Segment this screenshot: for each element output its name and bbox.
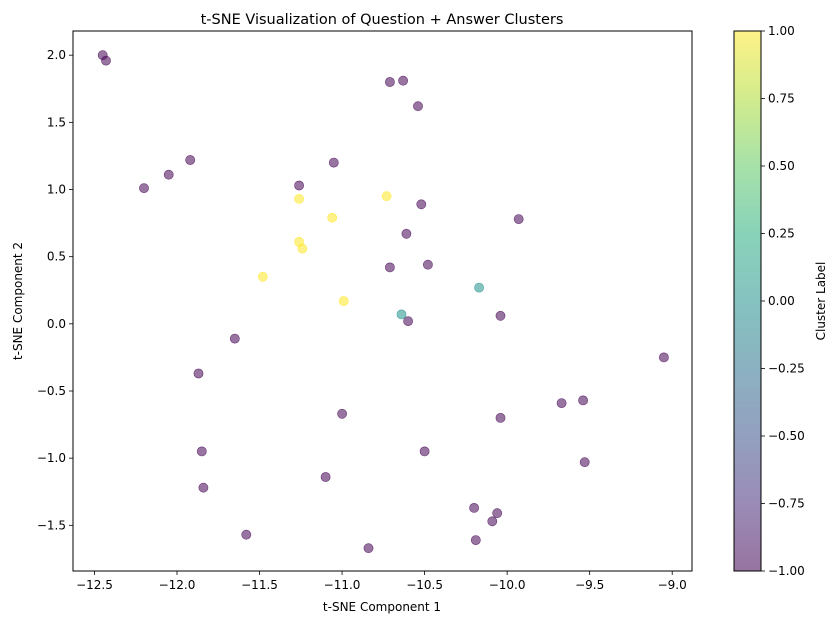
data-point-27 bbox=[492, 508, 503, 519]
data-point-26 bbox=[487, 516, 498, 527]
y-tick-label: −0.5 bbox=[37, 384, 66, 398]
y-tick-label: −1.5 bbox=[37, 518, 66, 532]
data-point-2 bbox=[139, 183, 149, 194]
data-point-35 bbox=[396, 309, 407, 320]
y-tick-label: 2.0 bbox=[47, 48, 66, 62]
data-point-22 bbox=[419, 446, 430, 457]
data-point-7 bbox=[198, 482, 209, 493]
plot-area-frame bbox=[72, 30, 693, 572]
data-point-6 bbox=[196, 446, 207, 457]
data-point-21 bbox=[416, 199, 427, 210]
data-point-33 bbox=[579, 457, 590, 468]
y-tick-label: 0.0 bbox=[47, 317, 66, 331]
data-point-17 bbox=[384, 262, 395, 273]
data-point-14 bbox=[363, 543, 374, 554]
data-point-25 bbox=[470, 535, 481, 545]
data-point-30 bbox=[513, 214, 524, 224]
colorbar-label: Cluster Label bbox=[814, 262, 828, 341]
data-point-15 bbox=[384, 77, 395, 87]
x-tick-label: −10.5 bbox=[406, 578, 443, 592]
data-point-23 bbox=[422, 259, 433, 270]
x-tick-label: −12.5 bbox=[76, 578, 113, 592]
data-point-12 bbox=[328, 157, 339, 168]
data-point-34 bbox=[659, 352, 669, 363]
data-point-40 bbox=[327, 212, 338, 223]
y-tick-label: −1.0 bbox=[37, 451, 66, 465]
colorbar-tick-label: 0.50 bbox=[768, 159, 795, 173]
data-point-3 bbox=[163, 169, 174, 180]
colorbar-tick-label: 0.75 bbox=[768, 92, 795, 106]
data-point-37 bbox=[294, 193, 304, 204]
data-point-41 bbox=[338, 296, 349, 306]
x-tick-label: −12.0 bbox=[159, 578, 196, 592]
data-point-19 bbox=[403, 316, 413, 326]
y-tick-label: 0.5 bbox=[47, 250, 66, 264]
colorbar-tick-label: 0.25 bbox=[768, 227, 795, 241]
x-axis-label: t-SNE Component 1 bbox=[323, 600, 441, 614]
data-point-29 bbox=[495, 412, 506, 423]
data-point-20 bbox=[413, 101, 423, 112]
data-point-24 bbox=[469, 502, 479, 513]
data-point-1 bbox=[101, 55, 111, 66]
data-point-8 bbox=[229, 333, 240, 344]
data-point-36 bbox=[474, 282, 484, 293]
colorbar-axis: −1.00 −0.75 −0.50 −0.25 0.00 0.25 0.50 0.75 1.00 bbox=[761, 24, 805, 578]
x-tick-label: −9.0 bbox=[658, 578, 687, 592]
x-tick-label: −11.5 bbox=[241, 578, 278, 592]
colorbar-tick-label: 1.00 bbox=[768, 24, 795, 38]
colorbar-tick-label: −0.50 bbox=[768, 429, 805, 443]
data-point-39 bbox=[297, 243, 308, 254]
colorbar-tick-label: −0.75 bbox=[768, 497, 805, 511]
colorbar-tick-label: −1.00 bbox=[768, 564, 805, 578]
data-point-4 bbox=[185, 155, 196, 165]
x-tick-label: −11.0 bbox=[324, 578, 361, 592]
data-point-16 bbox=[398, 75, 408, 86]
data-point-43 bbox=[257, 271, 268, 282]
chart-title: t-SNE Visualization of Question + Answer… bbox=[201, 12, 564, 28]
x-axis: −12.5 −12.0 −11.5 −11.0 −10.5 −10.0 −9.5 −9.0 bbox=[76, 571, 687, 592]
data-point-10 bbox=[294, 180, 304, 191]
colorbar-tick-label: −0.25 bbox=[768, 362, 805, 376]
data-point-13 bbox=[337, 408, 347, 419]
data-point-42 bbox=[381, 191, 392, 202]
y-tick-label: 1.0 bbox=[47, 183, 66, 197]
data-point-5 bbox=[193, 368, 204, 379]
points-layer bbox=[97, 50, 669, 554]
y-axis: −1.5 −1.0 −0.5 0.0 0.5 1.0 1.5 2.0 bbox=[37, 48, 73, 532]
data-point-9 bbox=[241, 529, 252, 540]
data-point-31 bbox=[556, 398, 567, 408]
y-tick-label: 1.5 bbox=[47, 115, 66, 129]
data-point-11 bbox=[320, 472, 331, 482]
y-axis-label: t-SNE Component 2 bbox=[11, 242, 25, 360]
colorbar bbox=[734, 31, 761, 571]
data-point-18 bbox=[401, 228, 412, 239]
data-point-32 bbox=[578, 395, 588, 406]
x-tick-label: −9.5 bbox=[575, 578, 604, 592]
colorbar-tick-label: 0.00 bbox=[768, 294, 795, 308]
data-point-28 bbox=[495, 310, 506, 321]
x-tick-label: −10.0 bbox=[489, 578, 526, 592]
